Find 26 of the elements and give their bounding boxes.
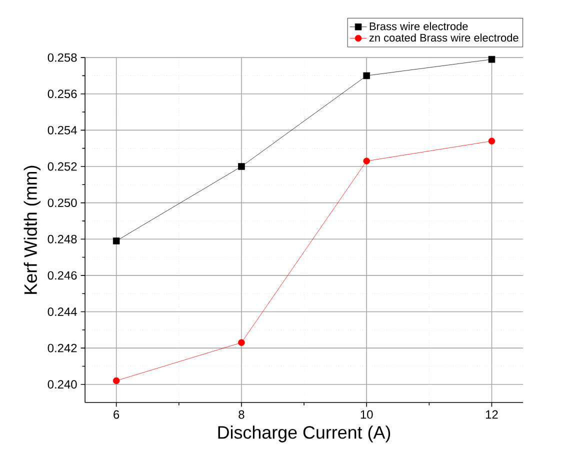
x-tick-label: 12: [486, 410, 498, 418]
x-tick-label: 10: [360, 410, 373, 419]
x-tick-label: 8: [238, 410, 244, 419]
point: [363, 72, 370, 79]
legend-label: zn coated Brass wire electrode: [369, 33, 518, 42]
point: [238, 162, 245, 170]
x-tick-label: 6: [114, 410, 120, 419]
point: [112, 237, 120, 244]
y-tick-label: 0.250: [48, 198, 77, 207]
y-tick-label: 0.256: [48, 89, 77, 98]
y-tick-label: 0.258: [48, 53, 77, 62]
y-tick-label: 0.246: [48, 271, 77, 280]
y-axis-title: Kerf Width (mm): [24, 166, 41, 294]
point: [363, 157, 370, 164]
y-tick-label: 0.254: [48, 126, 77, 134]
y-tick-label: 0.244: [48, 307, 77, 316]
legend-label: Brass wire electrode: [370, 22, 468, 30]
y-tick-label: 0.252: [48, 162, 77, 171]
y-tick-label: 0.240: [48, 380, 77, 388]
y-tick-label: 0.248: [48, 234, 77, 244]
point: [488, 56, 496, 63]
point: [238, 339, 245, 346]
x-axis-title: Discharge Current (A): [218, 425, 390, 442]
point: [112, 377, 120, 384]
point: [488, 138, 496, 144]
y-tick-label: 0.242: [48, 344, 77, 352]
